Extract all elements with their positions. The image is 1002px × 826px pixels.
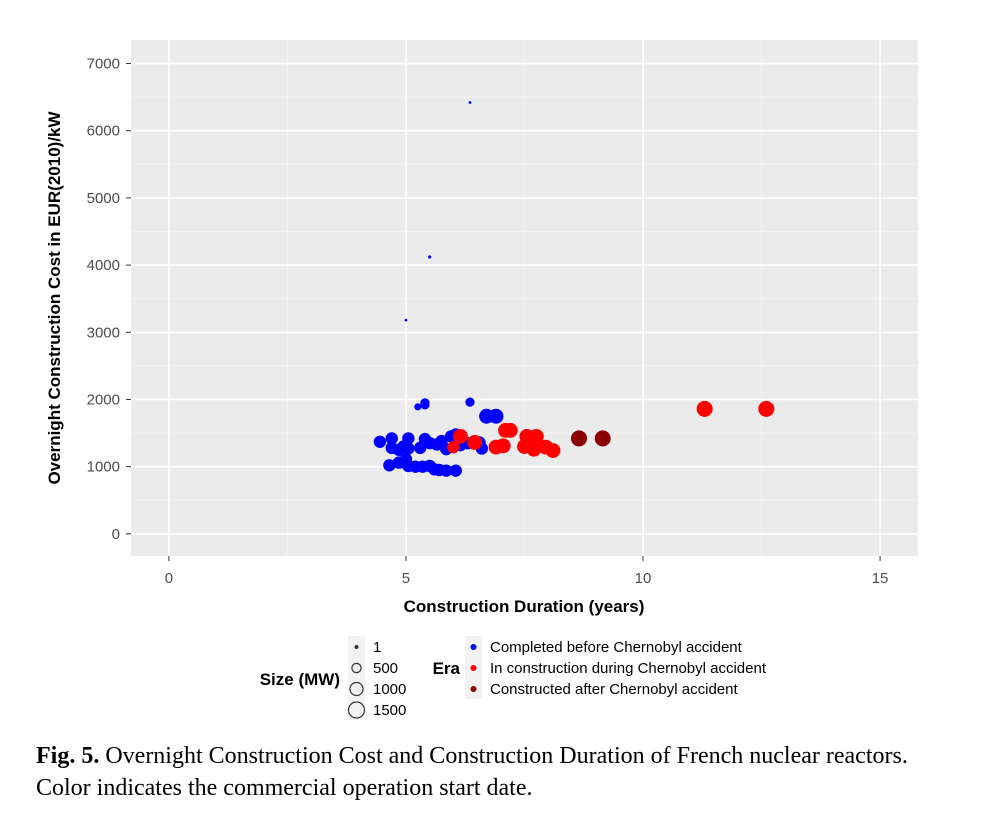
size-legend-key-2 <box>349 681 364 697</box>
data-point-s1-6 <box>502 422 518 438</box>
data-point-s0-14 <box>402 432 415 445</box>
data-point-s1-10 <box>528 428 544 444</box>
y-tick-label-3: 3000 <box>87 324 120 341</box>
data-point-s1-11 <box>526 441 542 457</box>
color-legend-label-2: Constructed after Chernobyl accident <box>490 681 738 698</box>
y-tick-label-4: 4000 <box>87 257 120 274</box>
size-legend-key-1 <box>351 662 362 674</box>
color-legend-title: Era <box>433 659 461 678</box>
data-points <box>373 101 775 477</box>
x-tick-label-1: 5 <box>402 570 410 587</box>
size-legend-label-0: 1 <box>373 639 381 656</box>
x-tick-label-3: 15 <box>872 570 889 587</box>
data-point-s0-1 <box>428 255 432 259</box>
data-point-s0-6 <box>465 397 475 407</box>
size-legend-label-1: 500 <box>373 660 398 677</box>
minor-gridlines <box>131 40 918 556</box>
y-tick-label-7: 7000 <box>87 56 120 73</box>
color-legend-key-2 <box>470 686 477 692</box>
data-point-s0-0 <box>468 101 472 104</box>
size-legend-key-0 <box>354 644 359 649</box>
size-legend-title: Size (MW) <box>260 670 340 689</box>
data-point-s1-1 <box>447 440 460 454</box>
data-point-s2-1 <box>594 430 611 447</box>
data-point-s1-14 <box>696 400 713 417</box>
major-gridlines <box>131 40 918 556</box>
data-point-s1-2 <box>467 435 483 450</box>
data-point-s1-4 <box>495 438 511 454</box>
y-axis-title: Overnight Construction Cost in EUR(2010)… <box>45 111 64 485</box>
data-point-s0-5 <box>420 400 430 410</box>
x-axis-title: Construction Duration (years) <box>404 597 645 616</box>
color-legend-key-1 <box>470 665 477 671</box>
y-tick-label-2: 2000 <box>87 391 120 408</box>
y-tick-label-5: 5000 <box>87 190 120 207</box>
size-legend-label-3: 1500 <box>373 702 406 719</box>
data-point-s0-38 <box>449 464 462 477</box>
scatter-chart: 0 5 10 15 0 1000 2000 3000 4000 5000 6000 7000 Con… <box>45 40 918 720</box>
data-point-s1-0 <box>453 428 468 444</box>
color-legend-label-1: In construction during Chernobyl acciden… <box>490 660 767 677</box>
data-point-s0-37 <box>440 464 453 477</box>
figure-caption-text: Overnight Construction Cost and Construc… <box>36 743 908 801</box>
x-axis-ticks: 0 5 10 15 <box>165 556 889 587</box>
size-legend-key-3 <box>347 701 366 719</box>
x-tick-label-2: 10 <box>635 570 652 587</box>
data-point-s1-15 <box>758 400 775 417</box>
y-tick-label-0: 0 <box>112 526 120 543</box>
figure-caption: Fig. 5. Overnight Construction Cost and … <box>36 740 936 804</box>
color-legend-label-0: Completed before Chernobyl accident <box>490 639 743 656</box>
data-point-s2-0 <box>571 430 588 447</box>
data-point-s0-8 <box>488 408 504 424</box>
data-point-s0-3 <box>414 403 422 411</box>
data-point-s0-9 <box>373 435 387 448</box>
y-tick-label-1: 1000 <box>87 459 120 476</box>
data-point-s1-13 <box>545 443 561 458</box>
figure-caption-label: Fig. 5. <box>36 743 100 769</box>
data-point-s0-28 <box>383 459 396 472</box>
size-legend-label-2: 1000 <box>373 681 406 698</box>
data-point-s0-10 <box>385 432 398 445</box>
color-legend-key-0 <box>470 644 477 650</box>
y-axis-ticks: 0 1000 2000 3000 4000 5000 6000 7000 <box>87 56 131 543</box>
data-point-s0-2 <box>404 318 408 322</box>
color-legend: Era Completed before Chernobyl accident I… <box>433 636 767 699</box>
x-tick-label-0: 0 <box>165 570 173 587</box>
data-point-s0-15 <box>402 442 415 455</box>
y-tick-label-6: 6000 <box>87 123 120 140</box>
